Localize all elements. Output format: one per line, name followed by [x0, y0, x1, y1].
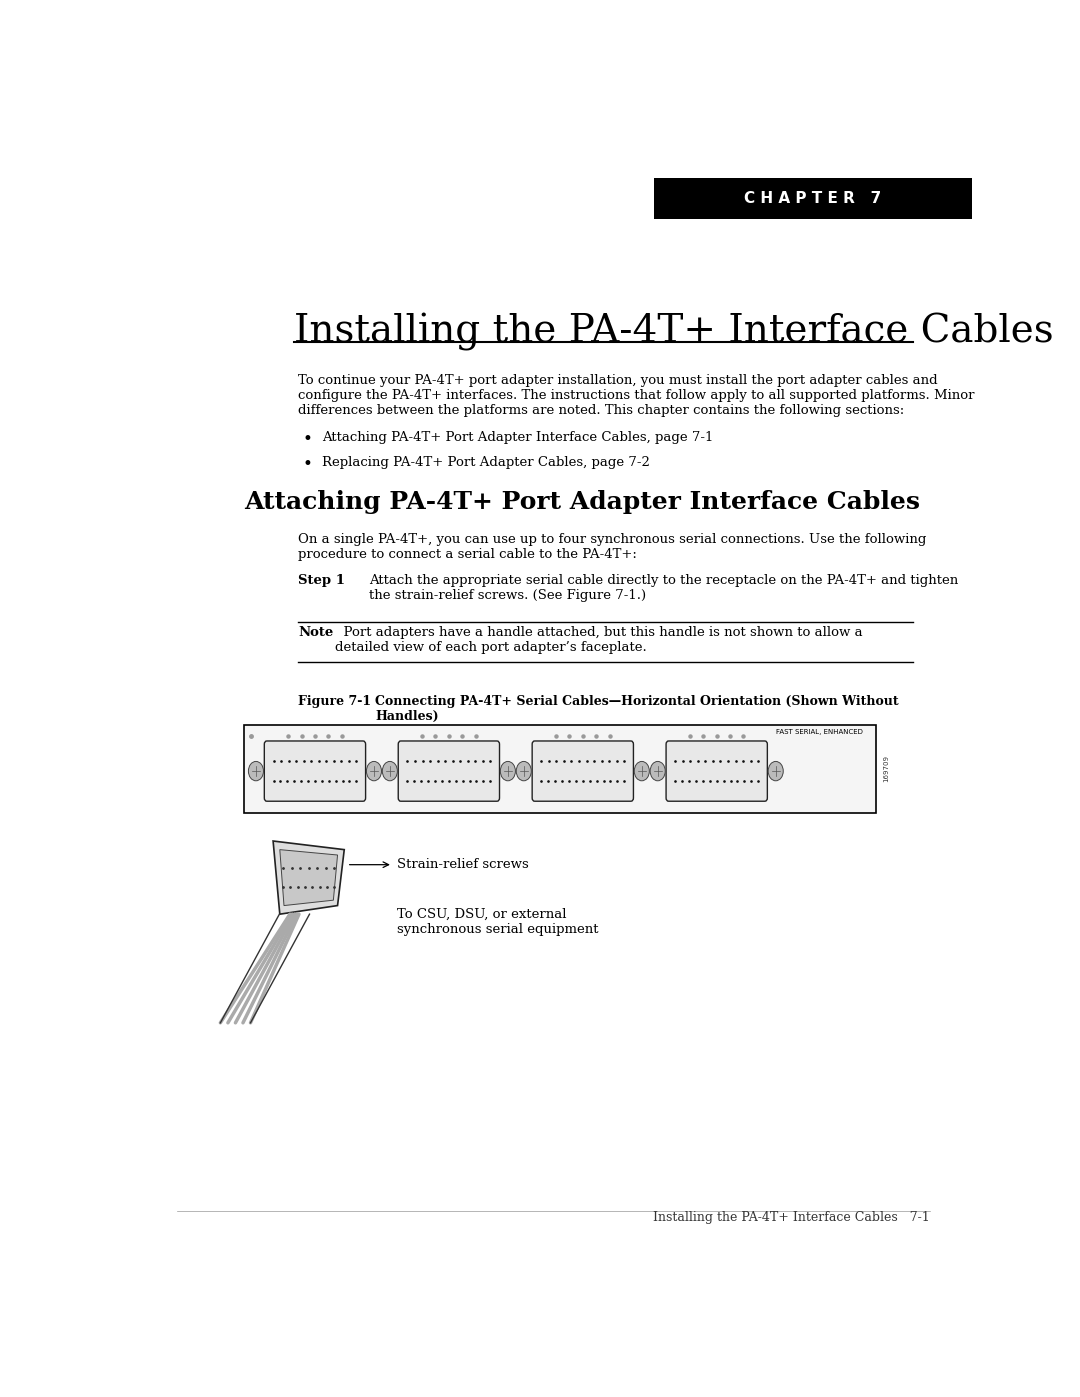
Text: Attach the appropriate serial cable directly to the receptacle on the PA-4T+ and: Attach the appropriate serial cable dire…	[369, 574, 959, 602]
Circle shape	[248, 761, 264, 781]
Text: 169709: 169709	[882, 756, 889, 782]
Circle shape	[516, 761, 531, 781]
Polygon shape	[280, 849, 338, 905]
Text: Strain-relief screws: Strain-relief screws	[397, 858, 529, 872]
Text: •: •	[302, 432, 312, 448]
Text: Replacing PA-4T+ Port Adapter Cables, page 7-2: Replacing PA-4T+ Port Adapter Cables, pa…	[322, 455, 649, 469]
Text: Attaching PA-4T+ Port Adapter Interface Cables: Attaching PA-4T+ Port Adapter Interface …	[244, 490, 920, 514]
Circle shape	[768, 761, 783, 781]
FancyBboxPatch shape	[666, 740, 768, 802]
FancyBboxPatch shape	[399, 740, 500, 802]
Text: C H A P T E R   7: C H A P T E R 7	[744, 191, 881, 207]
Text: Note: Note	[298, 626, 334, 638]
Text: FAST SERIAL, ENHANCED: FAST SERIAL, ENHANCED	[777, 729, 863, 735]
Text: Figure 7-1: Figure 7-1	[298, 694, 372, 708]
Circle shape	[382, 761, 397, 781]
FancyBboxPatch shape	[653, 179, 972, 219]
Text: Connecting PA-4T+ Serial Cables—Horizontal Orientation (Shown Without
Handles): Connecting PA-4T+ Serial Cables—Horizont…	[375, 694, 899, 722]
Text: •: •	[302, 455, 312, 474]
Text: Installing the PA-4T+ Interface Cables   7-1: Installing the PA-4T+ Interface Cables 7…	[653, 1211, 930, 1224]
Text: Step 1: Step 1	[298, 574, 346, 587]
Circle shape	[650, 761, 665, 781]
Text: To continue your PA-4T+ port adapter installation, you must install the port ada: To continue your PA-4T+ port adapter ins…	[298, 374, 975, 418]
Text: Attaching PA-4T+ Port Adapter Interface Cables, page 7-1: Attaching PA-4T+ Port Adapter Interface …	[322, 432, 713, 444]
Circle shape	[366, 761, 381, 781]
FancyBboxPatch shape	[532, 740, 634, 802]
Text: On a single PA-4T+, you can use up to four synchronous serial connections. Use t: On a single PA-4T+, you can use up to fo…	[298, 534, 927, 562]
Text: To CSU, DSU, or external
synchronous serial equipment: To CSU, DSU, or external synchronous ser…	[397, 908, 598, 936]
Circle shape	[500, 761, 515, 781]
FancyBboxPatch shape	[244, 725, 876, 813]
Text: Port adapters have a handle attached, but this handle is not shown to allow a
de: Port adapters have a handle attached, bu…	[335, 626, 863, 654]
Circle shape	[634, 761, 649, 781]
Text: Installing the PA-4T+ Interface Cables: Installing the PA-4T+ Interface Cables	[294, 313, 1054, 351]
FancyBboxPatch shape	[265, 740, 366, 802]
Polygon shape	[273, 841, 345, 914]
